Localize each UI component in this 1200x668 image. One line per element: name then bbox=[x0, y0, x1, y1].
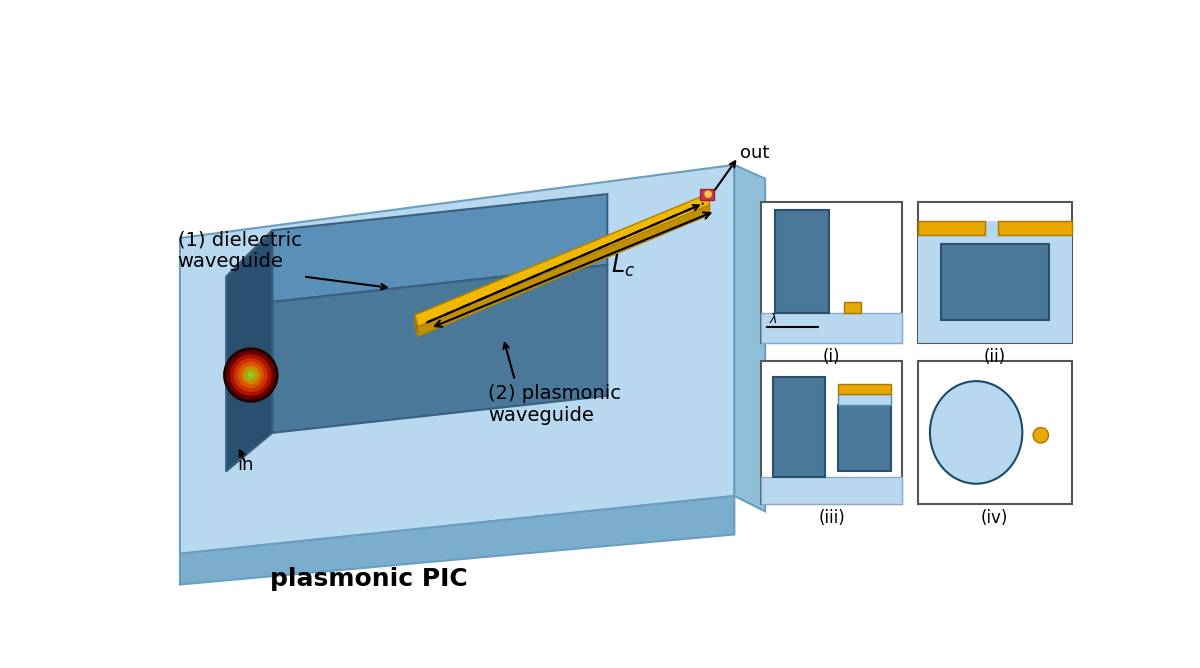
Bar bbox=[918, 221, 1072, 343]
Polygon shape bbox=[418, 205, 709, 337]
Circle shape bbox=[230, 354, 271, 396]
Circle shape bbox=[238, 362, 264, 388]
Text: $\lambda$: $\lambda$ bbox=[769, 313, 778, 327]
Bar bbox=[761, 477, 902, 504]
Bar bbox=[918, 221, 985, 235]
Text: (iv): (iv) bbox=[980, 508, 1008, 526]
Bar bbox=[918, 202, 1072, 343]
Bar bbox=[761, 361, 902, 504]
Polygon shape bbox=[272, 194, 607, 302]
Bar bbox=[845, 302, 862, 313]
Circle shape bbox=[245, 369, 257, 381]
Bar bbox=[839, 394, 890, 405]
Bar bbox=[918, 361, 1072, 504]
Circle shape bbox=[234, 358, 268, 392]
Bar bbox=[773, 377, 826, 477]
Text: out: out bbox=[739, 144, 769, 162]
Bar bbox=[761, 313, 902, 343]
Bar bbox=[775, 210, 829, 313]
Text: (i): (i) bbox=[823, 347, 840, 365]
Text: in: in bbox=[238, 456, 253, 474]
Bar bbox=[839, 383, 890, 394]
Bar bbox=[761, 202, 902, 343]
Bar bbox=[839, 405, 890, 470]
Circle shape bbox=[247, 372, 254, 378]
Circle shape bbox=[226, 351, 276, 399]
Text: $L_c$: $L_c$ bbox=[611, 253, 635, 279]
Text: (2) plasmonic
waveguide: (2) plasmonic waveguide bbox=[488, 384, 620, 426]
Polygon shape bbox=[415, 315, 418, 337]
Circle shape bbox=[223, 347, 278, 403]
Circle shape bbox=[706, 191, 712, 197]
Polygon shape bbox=[180, 165, 734, 554]
Bar bbox=[941, 244, 1049, 319]
Bar bbox=[997, 221, 1072, 235]
Polygon shape bbox=[734, 165, 766, 512]
Text: (ii): (ii) bbox=[984, 347, 1006, 365]
Circle shape bbox=[1033, 428, 1049, 443]
Polygon shape bbox=[272, 265, 607, 433]
Text: plasmonic PIC: plasmonic PIC bbox=[270, 567, 468, 591]
Polygon shape bbox=[180, 496, 734, 584]
Ellipse shape bbox=[930, 381, 1022, 484]
Bar bbox=[701, 189, 714, 200]
Polygon shape bbox=[226, 230, 272, 472]
Text: (iii): (iii) bbox=[818, 508, 845, 526]
Text: (1) dielectric
waveguide: (1) dielectric waveguide bbox=[178, 230, 301, 271]
Polygon shape bbox=[415, 194, 709, 327]
Circle shape bbox=[241, 366, 260, 384]
